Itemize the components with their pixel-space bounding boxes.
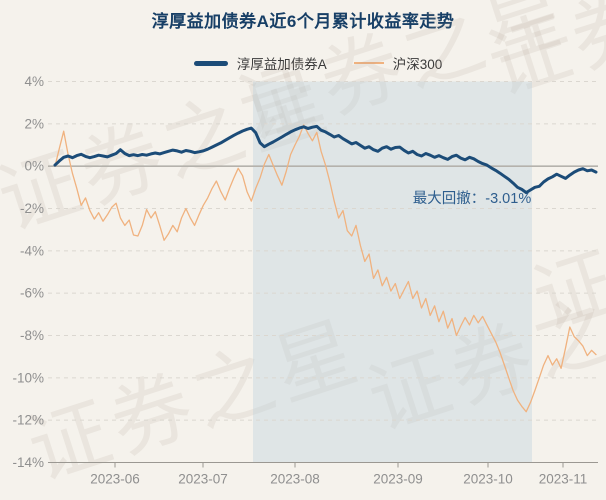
legend-line-swatch-index (353, 62, 384, 64)
legend-item-index[interactable]: 沪深300 (353, 53, 443, 73)
y-tick-label: -8% (20, 328, 44, 343)
legend-label-index: 沪深300 (392, 57, 443, 72)
series-layer (53, 124, 598, 413)
chart-title: 淳厚益加债券A近6个月累计收益率走势 (151, 12, 455, 31)
x-tick-label: 2023-06 (90, 472, 140, 487)
tick-label-layer: 4% 2% 0% -2% -4% -6% -8% -10% -12% -14% 2023-06 202… (12, 74, 587, 487)
series-line-index (54, 124, 597, 413)
y-tick-label: -14% (12, 455, 44, 470)
x-tick-label: 2023-11 (539, 472, 588, 487)
y-tick-label: -10% (12, 370, 44, 385)
y-tick-label: -6% (20, 286, 44, 301)
legend-label-fund: 淳厚益加债券A (236, 57, 327, 72)
y-tick-label: 0% (24, 159, 44, 174)
legend: 淳厚益加债券A 沪深300 (30, 53, 606, 73)
x-tick-label: 2023-07 (178, 472, 228, 487)
y-tick-label: -12% (12, 413, 44, 428)
y-tick-label: -4% (20, 243, 44, 258)
x-tick-label: 2023-08 (270, 472, 320, 487)
y-tick-label: 4% (24, 74, 44, 89)
x-tick-label: 2023-09 (373, 472, 423, 487)
series-line-fund (53, 124, 598, 195)
drawdown-shade-layer (253, 81, 532, 463)
x-tick-label: 2023-10 (463, 472, 513, 487)
drawdown-region (253, 81, 532, 463)
y-tick-label: -2% (20, 201, 44, 216)
y-tick-label: 2% (24, 116, 44, 131)
legend-item-fund[interactable]: 淳厚益加债券A (193, 53, 327, 73)
max-drawdown-annotation: 最大回撤：-3.01% (413, 190, 532, 207)
axis-layer (48, 462, 598, 468)
legend-line-swatch-fund (193, 60, 228, 66)
